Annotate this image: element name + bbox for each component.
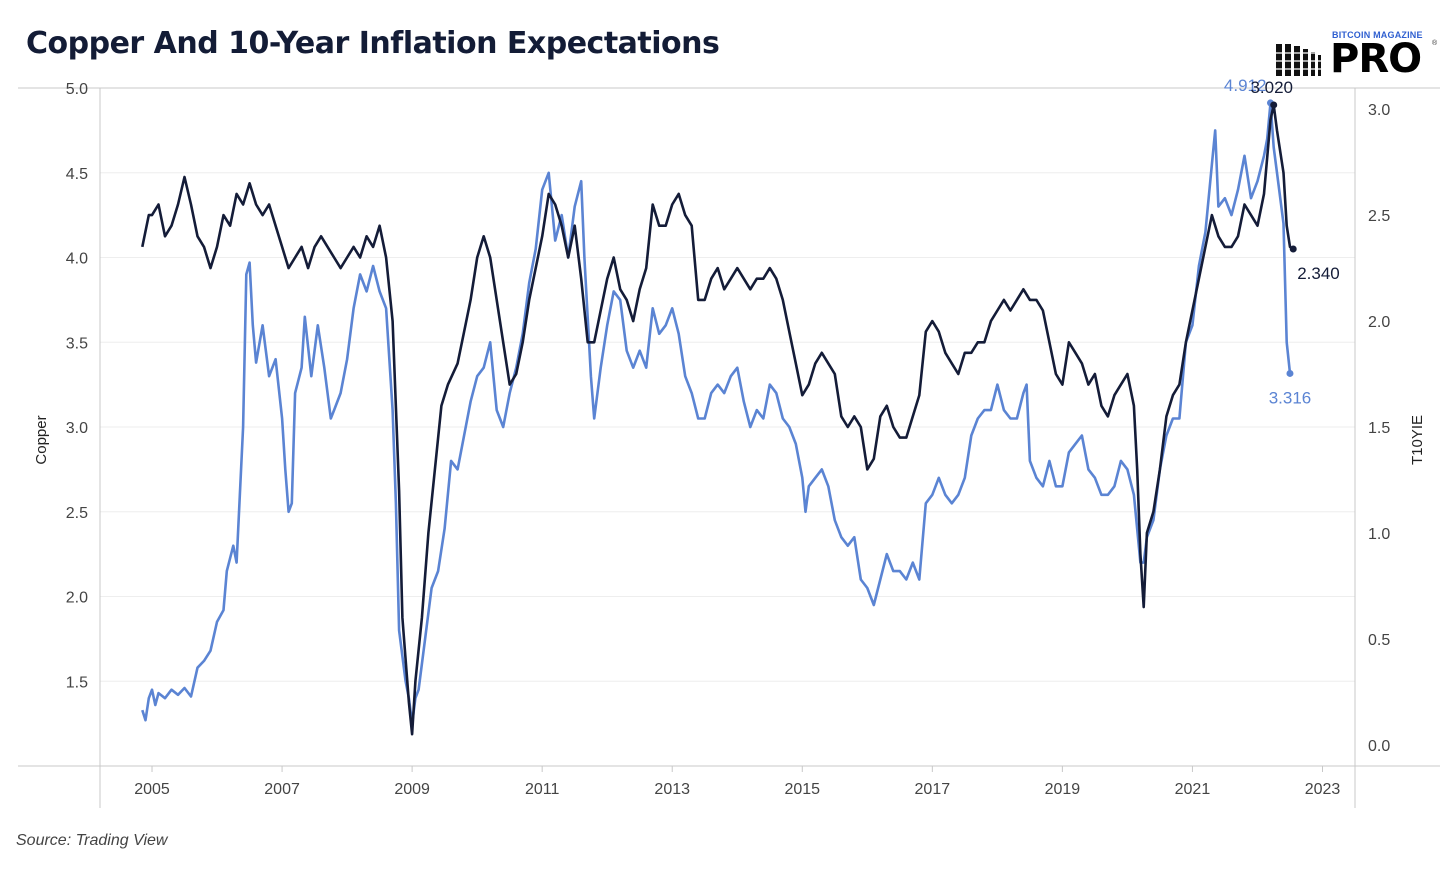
- left-axis-tick-label: 5.0: [66, 81, 88, 98]
- annotation-label: 4.912: [1224, 76, 1267, 95]
- x-axis-tick-label: 2023: [1305, 781, 1341, 798]
- logo-registered-mark: ®: [1432, 40, 1438, 47]
- annotation-label: 3.316: [1269, 388, 1312, 407]
- left-axis-title: Copper: [33, 415, 50, 464]
- left-axis-tick-label: 3.0: [66, 420, 88, 437]
- right-axis-title: T10YIE: [1409, 415, 1426, 465]
- logo-bars-icon: [1274, 44, 1330, 76]
- left-axis-tick-label: 3.5: [66, 335, 88, 352]
- left-axis-tick-label: 1.5: [66, 674, 88, 691]
- annotation-label: 3.020: [1250, 78, 1293, 97]
- x-axis-tick-label: 2013: [654, 781, 690, 798]
- x-axis-tick-label: 2007: [264, 781, 300, 798]
- x-axis-tick-label: 2005: [134, 781, 170, 798]
- x-axis-tick-label: 2021: [1175, 781, 1211, 798]
- x-axis-tick-label: 2009: [394, 781, 430, 798]
- annotation-marker: [1270, 101, 1278, 109]
- x-axis-tick-label: 2019: [1045, 781, 1081, 798]
- left-axis-tick-label: 2.5: [66, 505, 88, 522]
- right-axis-tick-label: 1.0: [1368, 526, 1390, 543]
- series-line-t10yie: [141, 103, 1294, 736]
- logo-brand-text: BITCOIN MAGAZINE: [1332, 30, 1423, 40]
- right-axis-tick-label: 0.5: [1368, 632, 1390, 649]
- right-axis-tick-label: 2.5: [1368, 208, 1390, 225]
- right-axis-tick-label: 3.0: [1368, 102, 1390, 119]
- chart-title: Copper And 10-Year Inflation Expectation…: [26, 26, 720, 61]
- annotation-marker: [1286, 369, 1294, 377]
- series-line-copper: [141, 101, 1292, 725]
- left-axis-tick-label: 4.0: [66, 251, 88, 268]
- annotation-marker: [1289, 245, 1297, 253]
- right-axis-tick-label: 0.0: [1368, 738, 1390, 755]
- x-axis-tick-label: 2017: [915, 781, 951, 798]
- left-axis-tick-label: 4.5: [66, 166, 88, 183]
- bitcoin-magazine-pro-logo: BITCOIN MAGAZINE PRO ®: [1270, 26, 1440, 82]
- source-note: Source: Trading View: [16, 832, 168, 849]
- right-axis-tick-label: 2.0: [1368, 314, 1390, 331]
- annotation-label: 2.340: [1297, 264, 1340, 283]
- x-axis-tick-label: 2011: [525, 781, 560, 798]
- right-axis-tick-label: 1.5: [1368, 420, 1390, 437]
- logo-pro-text: PRO: [1330, 36, 1422, 82]
- chart-canvas: 1.5 2.0 2.5 3.0 3.5 4.0 4.5 5.0 0.0 0.5 1.0 1.5 2.0 2…: [18, 76, 1440, 808]
- x-axis-tick-label: 2015: [784, 781, 820, 798]
- left-axis-tick-label: 2.0: [66, 590, 88, 607]
